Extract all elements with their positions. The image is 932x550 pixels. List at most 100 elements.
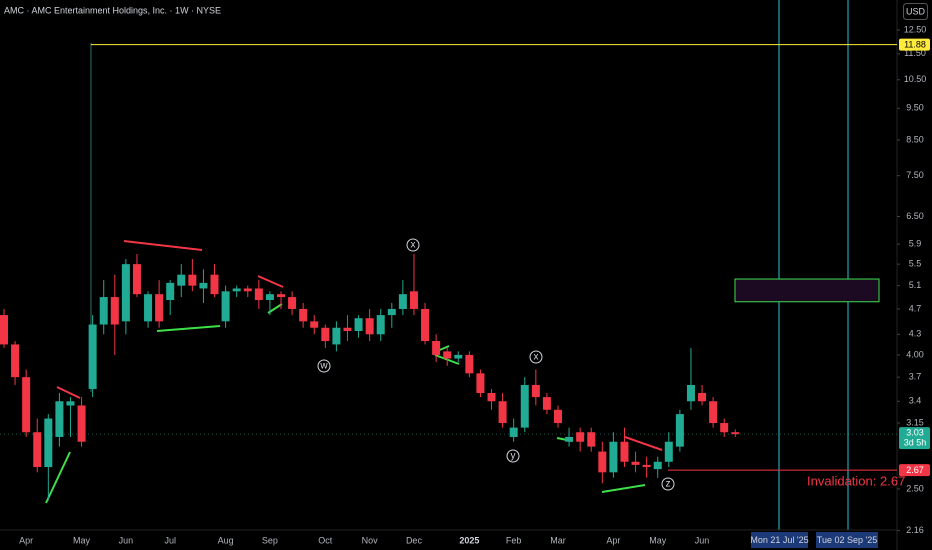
candle-body — [277, 294, 285, 298]
x-tick-label: Dec — [406, 535, 423, 545]
x-tick-label: Oct — [318, 535, 333, 545]
candle-body — [686, 384, 695, 402]
x-tick-label: Mar — [550, 535, 566, 545]
candle-body — [221, 291, 230, 322]
candle-body — [498, 401, 507, 424]
x-tick-label: Apr — [606, 535, 620, 545]
candle-body — [421, 308, 430, 342]
x-tick-label: Feb — [506, 535, 522, 545]
candle-body — [598, 451, 607, 473]
candle-body — [210, 274, 219, 295]
y-tick-label: 2.50 — [906, 483, 924, 493]
candle-body — [631, 461, 640, 465]
candle-body — [265, 294, 274, 300]
candle-body — [77, 405, 86, 442]
candle-body — [199, 282, 208, 289]
candle-body — [542, 397, 551, 410]
candle-body — [409, 291, 418, 309]
candle-body — [465, 354, 474, 374]
candle-body — [731, 432, 740, 435]
x-tick-label: Aug — [218, 535, 234, 545]
candle-body — [0, 315, 8, 345]
candle-body — [332, 327, 341, 345]
candle-body — [587, 432, 596, 447]
y-tick-label: 9.50 — [906, 103, 924, 113]
x-tick-label: May — [73, 535, 91, 545]
chart-title: AMC · AMC Entertainment Holdings, Inc. ·… — [4, 5, 221, 15]
candle-body — [232, 288, 241, 292]
candle-body — [476, 373, 485, 393]
y-tick-label: 3.4 — [909, 396, 922, 406]
candle-body — [22, 377, 31, 433]
candle-body — [376, 315, 385, 335]
x-tick-label: Sep — [262, 535, 278, 545]
currency-box[interactable] — [903, 3, 928, 20]
wave-label: x — [411, 240, 416, 251]
price-label-box — [899, 38, 930, 51]
x-tick-label: Nov — [362, 535, 379, 545]
candle-body — [698, 392, 707, 402]
candle-body — [110, 297, 119, 325]
candle-body — [99, 297, 108, 325]
candle-body — [554, 409, 562, 424]
candle-body — [454, 354, 463, 359]
candle-body — [509, 427, 518, 437]
candle-body — [432, 341, 441, 355]
annotation: Invalidation: 2.67 — [807, 473, 905, 488]
target-zone — [734, 278, 880, 303]
candle-body — [177, 274, 186, 286]
candle-body — [387, 308, 396, 316]
candle-body — [343, 327, 352, 332]
currency[interactable]: USD — [906, 6, 926, 16]
candle-body — [709, 401, 718, 424]
candle-body — [11, 344, 20, 378]
x-tick-label: Jun — [119, 535, 134, 545]
y-tick-label: 8.50 — [906, 134, 924, 144]
candle-body — [310, 321, 319, 328]
y-tick-label: 2.16 — [906, 525, 924, 535]
candle-body — [288, 297, 297, 309]
candle-body — [664, 441, 673, 462]
candle-body — [642, 464, 651, 467]
candle-body — [155, 294, 164, 322]
y-tick-label: 4.00 — [906, 349, 924, 359]
candle-body — [166, 282, 175, 300]
candle-body — [576, 432, 585, 442]
candle-body — [520, 384, 529, 428]
x-tick-label: Apr — [19, 535, 33, 545]
candle-body — [121, 264, 130, 322]
wave-label: w — [319, 361, 328, 372]
y-tick-label: 5.9 — [909, 238, 922, 248]
y-tick-label: 4.7 — [909, 303, 922, 313]
candle-body — [365, 318, 374, 335]
y-tick-label: 5.5 — [909, 259, 922, 269]
y-tick-label: 4.3 — [909, 329, 922, 339]
candle-body — [321, 327, 330, 342]
candle-body — [720, 423, 729, 433]
last-price-label: 3.03 — [906, 427, 924, 437]
candle-body — [132, 264, 141, 295]
candle-body — [66, 401, 75, 406]
candle-body — [354, 318, 363, 332]
date-marker-box — [751, 532, 808, 548]
candle-body — [609, 441, 618, 473]
y-tick-label: 7.50 — [906, 170, 924, 180]
candle-body — [144, 294, 153, 322]
price-label: 11.88 — [904, 39, 926, 49]
x-tick-label: Jun — [695, 535, 710, 545]
candle-body — [565, 436, 574, 442]
candle-body — [243, 288, 252, 292]
candle-body — [44, 418, 53, 467]
y-tick-label: 10.50 — [904, 74, 927, 84]
wave-label: y — [511, 451, 516, 462]
candle-body — [33, 432, 42, 467]
x-tick-label: May — [649, 535, 667, 545]
candle-body — [443, 351, 452, 359]
y-tick-label: 3.7 — [909, 372, 922, 382]
last-price-box — [899, 427, 930, 450]
candle-body — [487, 392, 496, 402]
candle-body — [531, 384, 540, 398]
y-tick-label: 6.50 — [906, 211, 924, 221]
